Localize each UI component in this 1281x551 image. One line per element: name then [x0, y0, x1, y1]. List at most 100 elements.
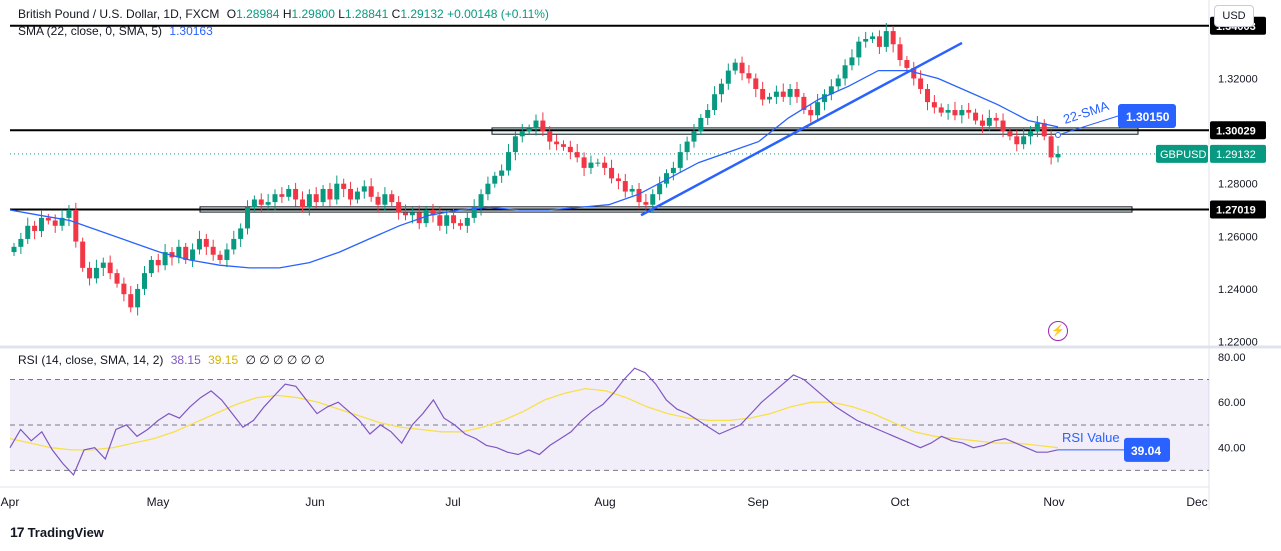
- candle-body: [815, 102, 821, 116]
- candle-body: [993, 117, 999, 121]
- time-tick-label: May: [147, 495, 170, 509]
- candle-body: [883, 31, 889, 47]
- candle-body: [286, 188, 292, 197]
- time-tick-label: Oct: [891, 495, 910, 509]
- candle-body: [739, 62, 745, 74]
- time-tick-label: Jul: [445, 495, 460, 509]
- rsi-empty-values: ∅ ∅ ∅ ∅ ∅ ∅: [245, 353, 325, 367]
- candle-body: [416, 212, 422, 224]
- candle-body: [602, 162, 608, 168]
- currency-button[interactable]: USD: [1214, 5, 1254, 27]
- trendline: [640, 41, 963, 217]
- candle-body: [574, 152, 580, 158]
- candle-body: [890, 31, 896, 45]
- candle-body: [341, 183, 347, 189]
- open-value: 1.28984: [236, 7, 280, 21]
- candle-body: [773, 91, 779, 97]
- candle-body: [142, 273, 147, 289]
- level-label: 1.27019: [1216, 204, 1256, 216]
- candle-body: [876, 36, 882, 47]
- candle-body: [59, 217, 65, 226]
- candle-body: [725, 70, 731, 84]
- candle-body: [306, 194, 312, 208]
- rsi-tick-label: 60.00: [1218, 397, 1246, 409]
- candle-body: [966, 110, 972, 113]
- rsi-ma-line: [9, 387, 1059, 451]
- time-tick-label: Dec: [1186, 495, 1207, 509]
- rsi-tick-label: 80.00: [1218, 352, 1246, 364]
- candle-body: [973, 112, 979, 121]
- candle-body: [251, 199, 257, 208]
- rsi-header-value: 38.15: [170, 353, 201, 367]
- candle-body: [849, 57, 855, 66]
- candle-body: [183, 246, 189, 260]
- candle-body: [464, 217, 470, 226]
- candle-body: [354, 191, 360, 200]
- candle-body: [588, 162, 594, 168]
- candle-body: [554, 141, 560, 145]
- candle-body: [931, 102, 937, 108]
- candle-body: [691, 131, 697, 142]
- candle-body: [375, 196, 381, 205]
- candle-body: [897, 44, 903, 61]
- symbol-title: British Pound / U.S. Dollar, 1D, FXCM: [18, 7, 220, 21]
- candle-body: [609, 167, 615, 179]
- candle-body: [595, 162, 601, 164]
- sma-callout-name: 22-SMA: [1061, 98, 1111, 127]
- candle-body: [430, 209, 436, 216]
- candle-body: [148, 259, 154, 274]
- candle-body: [526, 128, 532, 132]
- candle-body: [389, 194, 395, 203]
- candle-body: [760, 88, 766, 100]
- sma-header: SMA (22, close, 0, SMA, 5) 1.30163: [18, 24, 213, 38]
- sma-label: SMA (22, close, 0, SMA, 5): [18, 24, 163, 38]
- candle-body: [45, 217, 51, 221]
- candle-body: [1028, 131, 1034, 137]
- candle-body: [519, 131, 525, 137]
- candle-body: [272, 194, 278, 203]
- candle-body: [457, 223, 463, 226]
- high-value: 1.29800: [291, 7, 335, 21]
- candle-body: [444, 215, 450, 226]
- candle-body: [293, 188, 299, 200]
- close-label: C: [391, 7, 401, 21]
- time-tick-label: Nov: [1043, 495, 1064, 509]
- candle-body: [1034, 123, 1040, 132]
- candle-body: [746, 73, 752, 79]
- candle-body: [1014, 136, 1020, 145]
- price-tick-label: 1.32000: [1218, 73, 1258, 85]
- branding-text: TradingView: [27, 524, 104, 540]
- candle-body: [945, 110, 951, 113]
- rsi-callout-name: RSI Value: [1062, 430, 1120, 445]
- sma-callout-line: [1057, 115, 1119, 136]
- candle-body: [540, 120, 546, 132]
- price-tick-label: 1.24000: [1218, 284, 1258, 296]
- candle-body: [471, 207, 477, 218]
- candle-body: [1048, 136, 1054, 158]
- candle-body: [203, 238, 209, 247]
- candle-body: [279, 194, 285, 197]
- tradingview-logo[interactable]: 17 TradingView: [10, 524, 104, 540]
- candle-body: [670, 167, 676, 174]
- change-value: +0.00148 (+0.11%): [447, 7, 549, 21]
- candle-body: [801, 96, 807, 111]
- lightning-icon[interactable]: ⚡: [1048, 321, 1068, 341]
- candle-body: [636, 188, 642, 203]
- time-tick-label: Jun: [305, 495, 324, 509]
- candle-body: [1021, 136, 1027, 145]
- tv-logo-icon: 17: [10, 524, 25, 540]
- candle-body: [1041, 123, 1047, 137]
- candle-body: [368, 186, 374, 197]
- candle-body: [835, 78, 841, 87]
- candle-body: [512, 136, 518, 153]
- candle-body: [121, 283, 127, 295]
- close-value: 1.29132: [400, 7, 444, 21]
- candle-body: [986, 117, 992, 126]
- candle-body: [11, 246, 17, 253]
- candle-body: [808, 110, 814, 116]
- sma-callout-value: 1.30150: [1126, 110, 1170, 124]
- price-tick-label: 1.28000: [1218, 179, 1258, 191]
- candle-body: [925, 88, 930, 103]
- candle-body: [904, 60, 910, 68]
